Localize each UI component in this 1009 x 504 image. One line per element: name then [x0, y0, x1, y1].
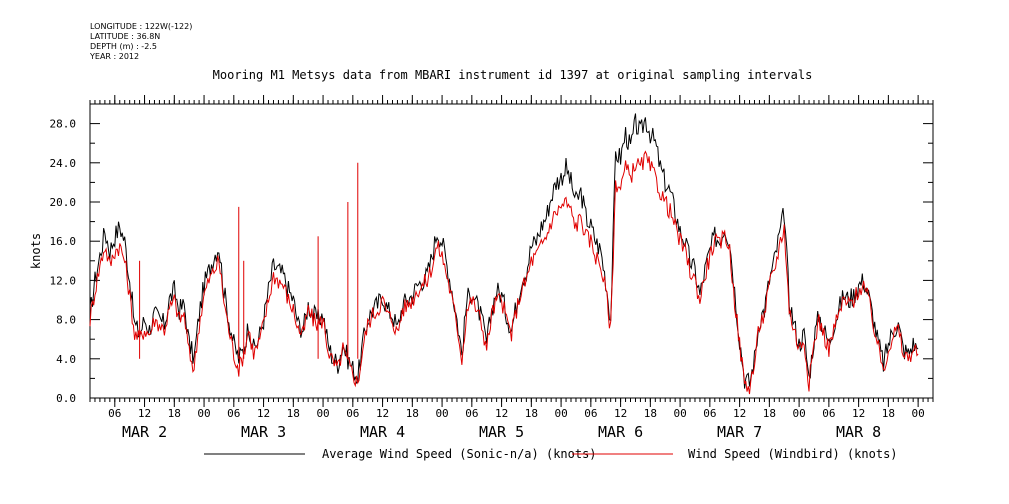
x-tick-label: 00	[792, 407, 805, 420]
x-tick-label: 12	[495, 407, 508, 420]
x-tick-label: 00	[673, 407, 686, 420]
y-tick-label: 8.0	[56, 314, 76, 327]
y-tick-label: 12.0	[50, 274, 77, 287]
x-tick-label: 18	[763, 407, 776, 420]
x-tick-label: 18	[525, 407, 538, 420]
x-tick-label: 12	[733, 407, 746, 420]
chart-title: Mooring M1 Metsys data from MBARI instru…	[212, 68, 813, 82]
series-lines	[89, 113, 919, 395]
x-tick-label: 06	[227, 407, 240, 420]
x-tick-label: 06	[346, 407, 359, 420]
y-axis-label: knots	[29, 233, 43, 269]
legend: Average Wind Speed (Sonic-n/a) (knots) W…	[204, 447, 898, 461]
series-average-wind-line	[89, 113, 919, 389]
x-tick-label: 12	[614, 407, 627, 420]
day-label: MAR 6	[598, 423, 643, 441]
x-tick-label: 00	[554, 407, 567, 420]
x-tick-label: 18	[882, 407, 895, 420]
day-label: MAR 7	[717, 423, 762, 441]
longitude-text: LONGITUDE : 122W(-122)	[90, 22, 193, 31]
year-text: YEAR : 2012	[90, 52, 140, 61]
day-label: MAR 8	[836, 423, 881, 441]
day-label: MAR 3	[241, 423, 286, 441]
x-tick-label: 06	[108, 407, 121, 420]
depth-text: DEPTH (m) : -2.5	[90, 42, 157, 51]
x-tick-label: 12	[257, 407, 270, 420]
x-tick-label: 06	[822, 407, 835, 420]
y-tick-label: 0.0	[56, 392, 76, 405]
y-tick-label: 20.0	[50, 196, 77, 209]
axis-ticks	[89, 95, 934, 407]
x-tick-label: 06	[703, 407, 716, 420]
x-tick-label: 00	[911, 407, 924, 420]
x-tick-label: 06	[465, 407, 478, 420]
x-tick-label: 00	[435, 407, 448, 420]
x-tick-labels: 06 12 18 00 06 12 18 00 06 12 18 00 06 12 18 00 06 12 18 00…	[108, 407, 925, 420]
x-tick-label: 12	[852, 407, 865, 420]
series-windbird-line	[89, 150, 919, 395]
x-tick-label: 00	[197, 407, 210, 420]
latitude-text: LATITUDE : 36.8N	[90, 32, 161, 41]
y-tick-label: 28.0	[50, 118, 77, 131]
x-tick-label: 18	[644, 407, 657, 420]
day-label: MAR 2	[122, 423, 167, 441]
day-label: MAR 5	[479, 423, 524, 441]
x-tick-label: 06	[584, 407, 597, 420]
x-tick-label: 00	[316, 407, 329, 420]
x-tick-label: 18	[287, 407, 300, 420]
y-tick-labels: 0.0 4.0 8.0 12.0 16.0 20.0 24.0 28.0	[50, 118, 77, 405]
day-label: MAR 4	[360, 423, 405, 441]
y-tick-label: 16.0	[50, 235, 77, 248]
y-tick-label: 24.0	[50, 157, 77, 170]
station-metadata: LONGITUDE : 122W(-122) LATITUDE : 36.8N …	[90, 22, 192, 62]
x-tick-label: 18	[168, 407, 181, 420]
legend-label-windbird: Wind Speed (Windbird) (knots)	[688, 447, 898, 461]
y-tick-label: 4.0	[56, 353, 76, 366]
legend-label-average-wind: Average Wind Speed (Sonic-n/a) (knots)	[322, 447, 597, 461]
day-labels: MAR 2 MAR 3 MAR 4 MAR 5 MAR 6 MAR 7 MAR 8	[122, 423, 881, 441]
x-tick-label: 12	[376, 407, 389, 420]
x-tick-label: 12	[138, 407, 151, 420]
x-tick-label: 18	[406, 407, 419, 420]
